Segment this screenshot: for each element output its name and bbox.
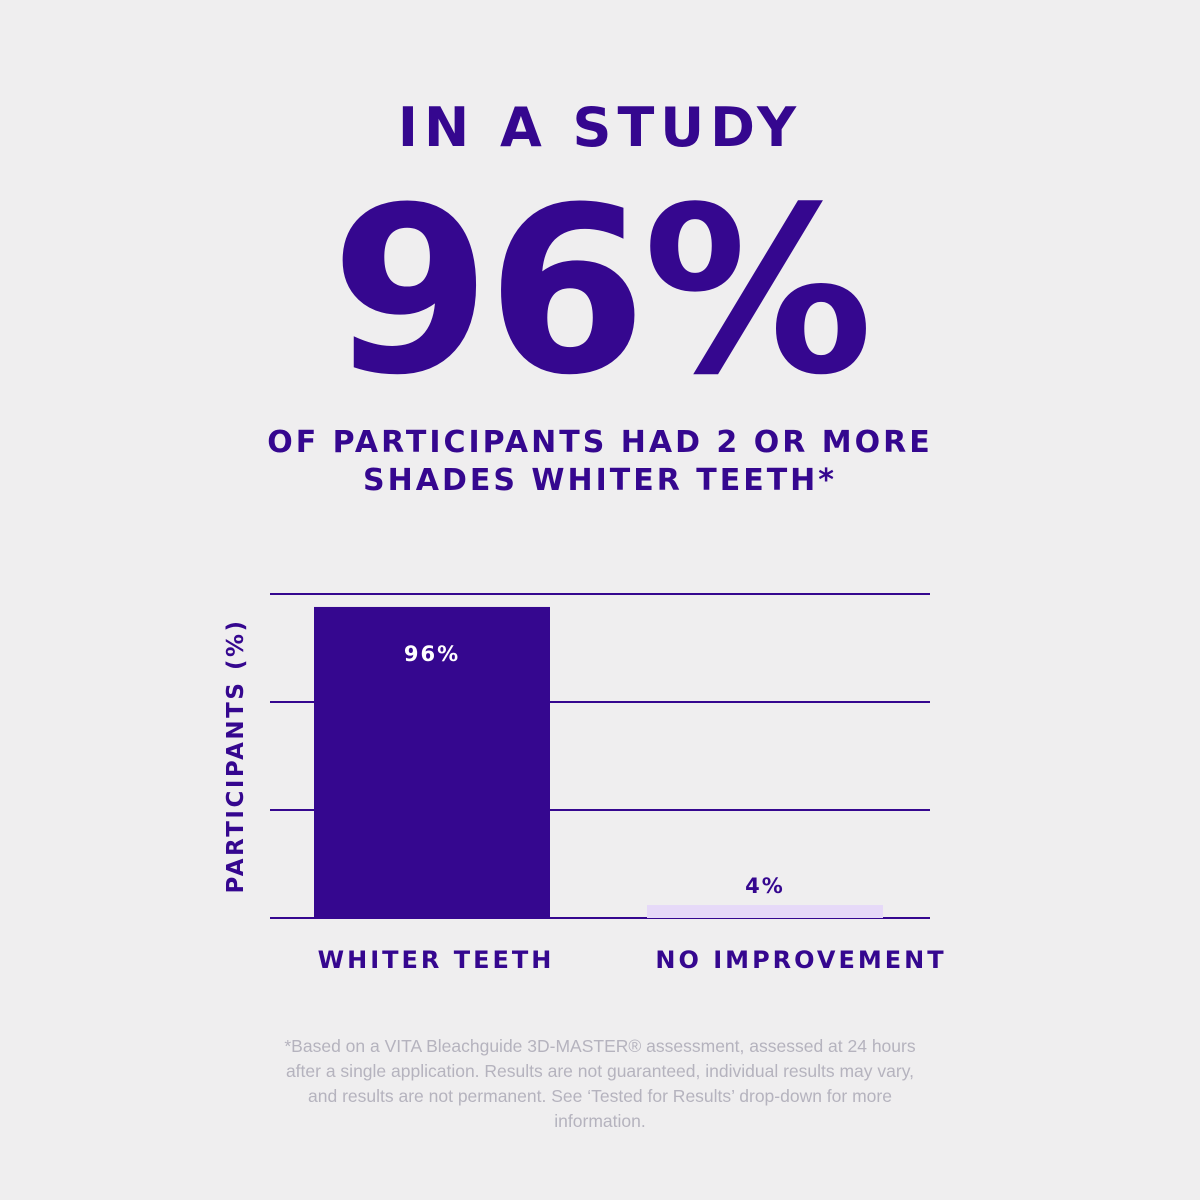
y-axis-label: PARTICIPANTS (%) [223,618,249,893]
category-label: NO IMPROVEMENT [655,946,946,974]
category-label: WHITER TEETH [318,946,555,974]
bar-no-improvement [647,905,883,918]
footnote: *Based on a VITA Bleachguide 3D-MASTER® … [284,1036,916,1131]
headline-stat: 96% [330,159,874,426]
bar-whiter-teeth [314,606,550,918]
subheading-line-1: OF PARTICIPANTS HAD 2 OR MORE [267,425,933,460]
eyebrow-heading: IN A STUDY [397,96,803,159]
subheading-line-2: SHADES WHITER TEETH* [363,463,837,498]
subheading: OF PARTICIPANTS HAD 2 OR MORE SHADES WHI… [0,424,1200,500]
data-label: 96% [404,642,460,666]
data-label: 4% [745,874,785,898]
